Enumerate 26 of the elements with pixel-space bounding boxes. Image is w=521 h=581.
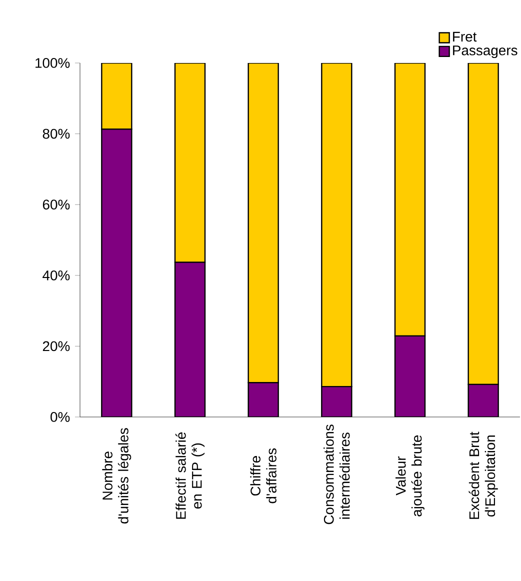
y-tick-label: 20% xyxy=(42,341,70,352)
bar xyxy=(174,62,206,263)
y-tick-label: 80% xyxy=(42,128,70,139)
bar xyxy=(174,262,206,417)
x-tick-label: Consommations intermédiaires xyxy=(324,424,350,524)
x-tick-label: Valeur ajoutée brute xyxy=(396,435,424,516)
y-tick-label: 100% xyxy=(36,58,70,68)
bar xyxy=(394,335,426,417)
bar xyxy=(101,62,132,130)
bar xyxy=(321,62,352,388)
bar xyxy=(321,386,352,417)
legend-label: Fret xyxy=(453,32,477,42)
bar xyxy=(468,62,499,386)
bar xyxy=(394,62,426,337)
bar xyxy=(248,382,279,417)
y-tick-label: 0% xyxy=(50,412,70,422)
x-tick-label: Nombre d'unités légales xyxy=(102,428,132,524)
bar xyxy=(101,128,132,417)
y-tick-label: 60% xyxy=(42,200,70,210)
x-tick-label: Chiffre d'affaires xyxy=(250,448,276,504)
legend-label: Passagers xyxy=(453,46,518,58)
x-tick-label: Effectif salarié en ETP (*) xyxy=(175,432,205,519)
bar xyxy=(248,62,279,384)
x-tick-label: Excédent Brut d'Exploitation xyxy=(468,432,498,519)
y-tick-label: 40% xyxy=(42,270,70,280)
bar xyxy=(468,384,499,417)
